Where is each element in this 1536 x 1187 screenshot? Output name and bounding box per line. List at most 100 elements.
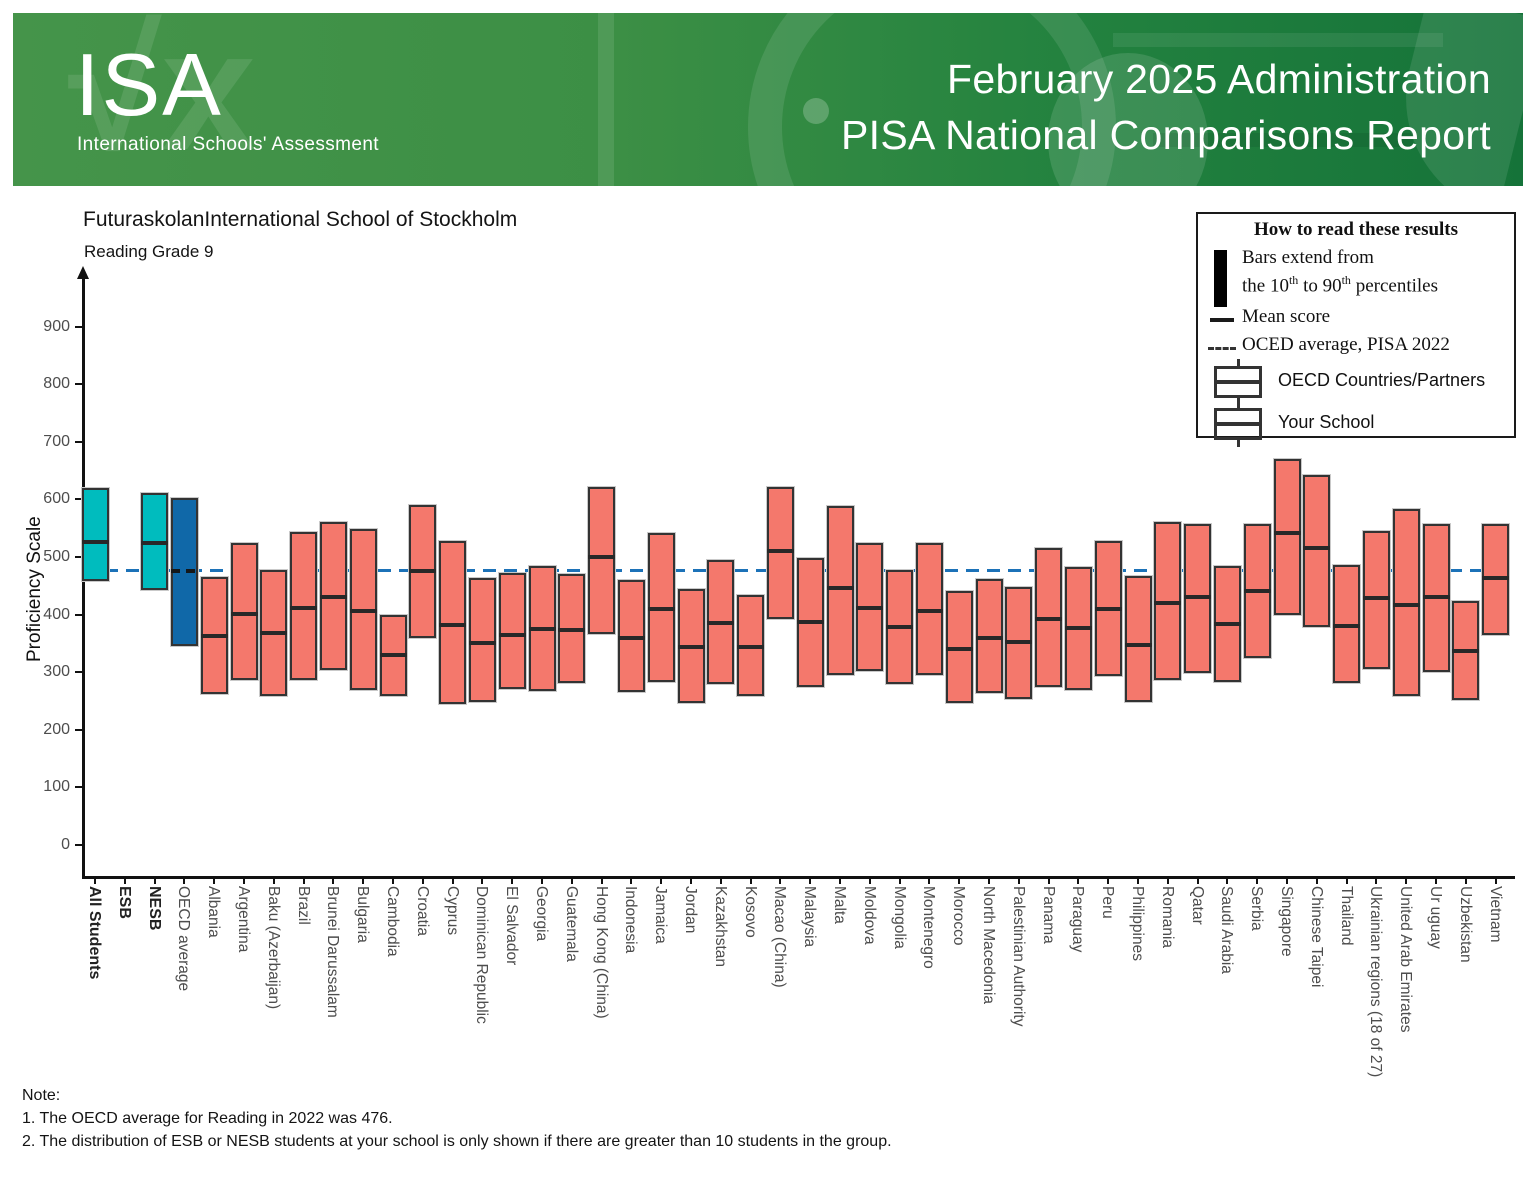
x-tick-nesb bbox=[153, 877, 156, 884]
xlabel-jordan: Jordan bbox=[682, 886, 699, 934]
header-decor-dot-icon bbox=[803, 98, 829, 124]
x-tick-kosovo bbox=[749, 877, 752, 884]
bar-dominican-republic bbox=[468, 577, 496, 702]
y-tick-500 bbox=[75, 556, 83, 558]
xlabel-el-salvador: El Salvador bbox=[503, 886, 521, 966]
note-2: 2. The distribution of ESB or NESB stude… bbox=[22, 1133, 892, 1150]
x-tick-panama bbox=[1047, 877, 1050, 884]
y-tick-label-200: 200 bbox=[43, 720, 70, 738]
x-tick-malaysia bbox=[809, 877, 812, 884]
xlabel-malta: Malta bbox=[831, 886, 848, 924]
bar-philippines bbox=[1124, 576, 1152, 702]
legend-mean-label: Mean score bbox=[1242, 306, 1331, 327]
x-tick-cyprus bbox=[451, 877, 454, 884]
x-tick-thailand bbox=[1345, 877, 1348, 884]
note-heading: Note: bbox=[22, 1087, 61, 1104]
mean-line-malaysia bbox=[796, 619, 824, 624]
xlabel-dominican-republic: Dominican Republic bbox=[473, 886, 491, 1024]
mean-line-el-salvador bbox=[498, 632, 526, 637]
xlabel-kazakhstan: Kazakhstan bbox=[711, 886, 729, 967]
x-tick-argentina bbox=[243, 877, 245, 884]
xlabel-oecd-average: OECD average bbox=[175, 886, 193, 992]
bar-united-arab-emirates bbox=[1392, 509, 1420, 697]
school-title: FuturaskolanInternational School of Stoc… bbox=[83, 208, 518, 231]
x-tick-cambodia bbox=[392, 877, 394, 884]
mean-line-macao-china bbox=[766, 548, 794, 553]
swatch-whisker-bottom bbox=[1236, 440, 1240, 447]
x-tick-esb bbox=[123, 877, 126, 884]
your-school-swatch-icon bbox=[1214, 401, 1262, 447]
mean-line-jordan bbox=[677, 644, 705, 649]
y-tick-label-300: 300 bbox=[43, 663, 70, 681]
bar-cyprus bbox=[439, 541, 467, 704]
mean-line-kazakhstan bbox=[707, 620, 735, 625]
mean-line-guatemala bbox=[558, 628, 586, 633]
y-tick-label-600: 600 bbox=[43, 490, 70, 508]
administration-title: February 2025 Administration bbox=[947, 56, 1491, 102]
y-axis-arrow-icon bbox=[77, 266, 89, 279]
bar-montenegro bbox=[915, 542, 943, 676]
mean-line-nesb bbox=[141, 541, 169, 546]
xlabel-ukrainian-regions-18-of-27: Ukrainian regions (18 of 27) bbox=[1367, 886, 1385, 1078]
x-tick-brunei-darussalam bbox=[332, 877, 335, 884]
mean-line-qatar bbox=[1184, 595, 1212, 600]
y-tick-300 bbox=[75, 671, 83, 674]
bar-macao-china bbox=[766, 486, 794, 620]
isa-logo-subtitle: International Schools' Assessment bbox=[77, 134, 379, 155]
legend-countries-label: OECD Countries/Partners bbox=[1278, 370, 1486, 390]
xlabel-esb: ESB bbox=[115, 886, 133, 919]
mean-line-thailand bbox=[1333, 624, 1361, 629]
xlabel-qatar: Qatar bbox=[1188, 886, 1206, 925]
xlabel-serbia: Serbia bbox=[1248, 886, 1266, 931]
y-tick-700 bbox=[75, 440, 83, 443]
header-decor-math-icon: √x bbox=[68, 13, 256, 186]
mean-line-romania bbox=[1154, 601, 1182, 606]
report-header-title: February 2025 Administration PISA Nation… bbox=[841, 51, 1491, 163]
x-tick-paraguay bbox=[1077, 877, 1080, 884]
dashed-line-icon bbox=[1208, 347, 1236, 350]
mean-line-jamaica bbox=[647, 606, 675, 611]
legend-title: How to read these results bbox=[1253, 219, 1459, 240]
bar-chinese-taipei bbox=[1303, 474, 1331, 627]
bar-el-salvador bbox=[498, 573, 526, 690]
mean-line-panama bbox=[1035, 616, 1063, 621]
y-tick-label-400: 400 bbox=[43, 605, 70, 623]
mean-line-montenegro bbox=[915, 609, 943, 614]
xlabel-chinese-taipei: Chinese Taipei bbox=[1307, 886, 1325, 988]
legend-oecd-average-label: OCED average, PISA 2022 bbox=[1242, 334, 1450, 355]
footnotes: Note: 1. The OECD average for Reading in… bbox=[22, 1084, 892, 1153]
x-tick-montenegro bbox=[928, 877, 931, 884]
xlabel-montenegro: Montenegro bbox=[920, 886, 938, 969]
xlabel-paraguay: Paraguay bbox=[1069, 886, 1087, 953]
x-tick-malta bbox=[839, 877, 841, 884]
xlabel-indonesia: Indonesia bbox=[622, 886, 640, 954]
xlabel-romania: Romania bbox=[1158, 886, 1176, 949]
xlabel-north-macedonia: North Macedonia bbox=[980, 886, 997, 1005]
mean-line-united-arab-emirates bbox=[1392, 602, 1420, 607]
mean-line-ukrainian-regions-18-of-27 bbox=[1362, 596, 1390, 601]
mean-line-mongolia bbox=[886, 624, 914, 629]
percentile-bar-icon bbox=[1214, 250, 1227, 307]
xlabel-morocco: Morocco bbox=[950, 886, 968, 946]
mean-line-dominican-republic bbox=[468, 641, 496, 646]
bar-argentina bbox=[230, 543, 258, 681]
y-tick-label-700: 700 bbox=[43, 432, 70, 450]
note-1: 1. The OECD average for Reading in 2022 … bbox=[22, 1110, 393, 1127]
mean-line-singapore bbox=[1273, 530, 1301, 535]
bar-hong-kong-china bbox=[588, 486, 616, 634]
legend-bars-seg-c: percentiles bbox=[1350, 275, 1438, 297]
report-title: PISA National Comparisons Report bbox=[841, 112, 1491, 158]
mean-line-bulgaria bbox=[349, 608, 377, 613]
mean-line-albania bbox=[200, 634, 228, 639]
xlabel-peru: Peru bbox=[1099, 886, 1117, 919]
mean-line-palestinian-authority bbox=[1005, 640, 1033, 645]
xlabel-saudi-arabia: Saudi Arabia bbox=[1218, 886, 1236, 974]
legend-school-label: Your School bbox=[1278, 412, 1375, 432]
xlabel-palestinian-authority: Palestinian Authority bbox=[1009, 886, 1027, 1027]
xlabel-singapore: Singapore bbox=[1278, 886, 1295, 957]
x-tick-romania bbox=[1166, 877, 1169, 884]
xlabel-croatia: Croatia bbox=[413, 886, 431, 936]
xlabel-argentina: Argentina bbox=[235, 886, 252, 953]
xlabel-cambodia: Cambodia bbox=[384, 886, 401, 957]
x-tick-indonesia bbox=[630, 877, 633, 884]
